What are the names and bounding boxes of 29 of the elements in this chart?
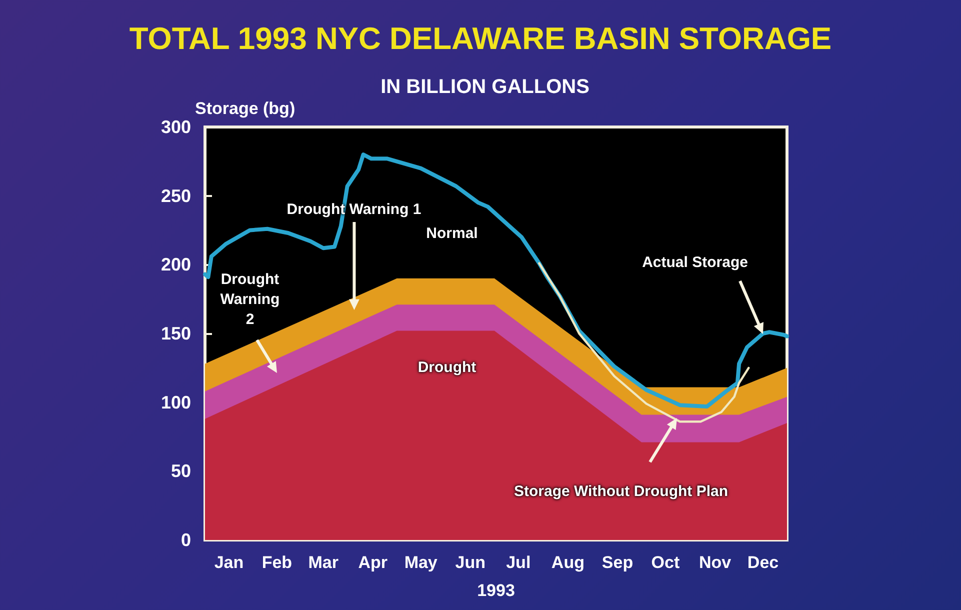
x-axis-title: 1993 <box>477 581 515 600</box>
y-tick-label: 250 <box>160 186 191 206</box>
annotation: Drought <box>418 358 476 378</box>
x-tick-label: Mar <box>308 553 339 572</box>
line-series <box>203 152 789 408</box>
annotation: Actual Storage <box>642 252 748 272</box>
x-tick-label: Sep <box>602 553 634 572</box>
annotation: Normal <box>426 224 478 244</box>
x-tick-label: Jan <box>214 553 244 572</box>
x-tick-label: Apr <box>358 553 388 572</box>
y-tick-label: 300 <box>160 117 191 137</box>
x-tick-label: Jul <box>506 553 531 572</box>
x-tick-label: Feb <box>262 553 292 572</box>
y-tick-label: 150 <box>160 324 191 344</box>
y-tick-label: 100 <box>160 392 191 412</box>
x-tick-label: Dec <box>747 553 779 572</box>
x-tick-label: Nov <box>698 553 732 572</box>
y-axis-title: Storage (bg) <box>195 99 296 118</box>
x-tick-label: May <box>404 553 438 572</box>
annotation: Drought Warning 2 <box>220 270 280 330</box>
y-tick-label: 50 <box>170 461 191 482</box>
x-tick-label: Aug <box>551 553 584 572</box>
x-tick-label: Oct <box>651 553 680 572</box>
y-tick-label: 0 <box>180 530 191 550</box>
y-tick-label: 200 <box>160 254 191 275</box>
chart-subtitle: IN BILLION GALLONS <box>380 76 590 98</box>
chart-title: TOTAL 1993 NYC DELAWARE BASIN STORAGE <box>129 21 832 56</box>
annotation: Storage Without Drought Plan <box>514 482 728 502</box>
x-tick-label: Jun <box>455 553 486 572</box>
